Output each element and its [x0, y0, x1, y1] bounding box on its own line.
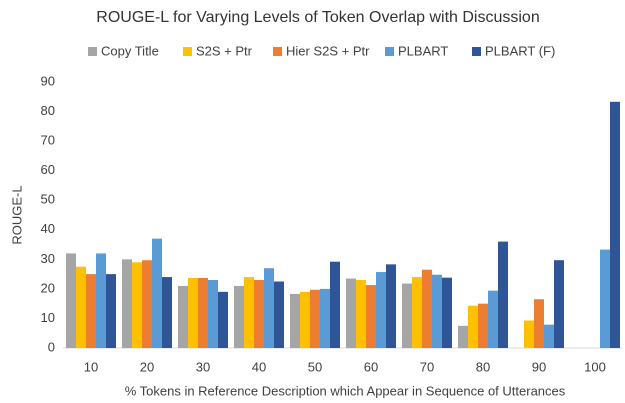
- legend-swatch: [385, 47, 394, 56]
- bar: [310, 289, 320, 348]
- bar: [386, 264, 396, 348]
- bar: [432, 274, 442, 348]
- bar: [346, 278, 356, 348]
- x-tick-label: 10: [84, 359, 98, 374]
- bar: [86, 274, 96, 348]
- bar: [152, 238, 162, 348]
- bar: [234, 285, 244, 348]
- bar: [468, 305, 478, 348]
- bar: [478, 303, 488, 348]
- x-axis-label: % Tokens in Reference Description which …: [125, 383, 566, 398]
- x-tick-label: 70: [420, 359, 434, 374]
- legend-label: S2S + Ptr: [196, 43, 253, 58]
- y-axis-label: ROUGE-L: [9, 185, 24, 244]
- bar: [320, 288, 330, 348]
- y-tick-label: 60: [41, 162, 55, 177]
- chart-title: ROUGE-L for Varying Levels of Token Over…: [96, 9, 539, 26]
- legend-label: Hier S2S + Ptr: [286, 43, 370, 58]
- bar: [106, 274, 116, 348]
- bar: [356, 280, 366, 348]
- bar: [600, 249, 610, 348]
- y-tick-label: 40: [41, 221, 55, 236]
- bar: [76, 266, 86, 348]
- legend-swatch: [273, 47, 282, 56]
- bar: [264, 268, 274, 348]
- bar: [524, 320, 534, 348]
- y-tick-label: 80: [41, 103, 55, 118]
- bar: [458, 325, 468, 348]
- bar: [610, 101, 620, 349]
- bar: [96, 253, 106, 348]
- bar: [142, 260, 152, 348]
- bar: [122, 259, 132, 348]
- bar: [254, 280, 264, 348]
- legend-swatch: [88, 47, 97, 56]
- x-tick-label: 60: [364, 359, 378, 374]
- bar: [544, 324, 554, 348]
- bar: [366, 285, 376, 348]
- bar: [218, 291, 228, 348]
- bar: [244, 277, 254, 348]
- bar: [402, 283, 412, 348]
- x-tick-label: 80: [476, 359, 490, 374]
- x-tick-label: 50: [308, 359, 322, 374]
- y-tick-label: 20: [41, 280, 55, 295]
- bar: [162, 277, 172, 348]
- y-tick-label: 30: [41, 251, 55, 266]
- bar: [412, 277, 422, 348]
- bar: [300, 291, 310, 348]
- bar: [498, 241, 508, 348]
- x-tick-label: 100: [584, 359, 606, 374]
- legend-label: PLBART: [398, 43, 448, 58]
- legend-label: PLBART (F): [485, 43, 555, 58]
- bar: [488, 290, 498, 348]
- x-tick-label: 90: [532, 359, 546, 374]
- bar: [534, 299, 544, 348]
- legend-label: Copy Title: [101, 43, 159, 58]
- bar: [422, 269, 432, 348]
- y-tick-label: 10: [41, 310, 55, 325]
- x-tick-label: 40: [252, 359, 266, 374]
- bar: [554, 260, 564, 348]
- bar: [198, 277, 208, 348]
- bar: [188, 277, 198, 348]
- legend-swatch: [472, 47, 481, 56]
- bar: [274, 281, 284, 348]
- bar: [330, 261, 340, 348]
- y-tick-label: 70: [41, 133, 55, 148]
- legend-swatch: [183, 47, 192, 56]
- x-tick-label: 20: [140, 359, 154, 374]
- bar: [290, 293, 300, 348]
- bar: [132, 262, 142, 348]
- y-tick-label: 50: [41, 192, 55, 207]
- bar: [442, 277, 452, 348]
- y-tick-label: 90: [41, 73, 55, 88]
- x-tick-label: 30: [196, 359, 210, 374]
- y-tick-label: 0: [48, 339, 55, 354]
- bar: [208, 280, 218, 348]
- bar: [376, 272, 386, 348]
- bar: [66, 253, 76, 348]
- bar: [178, 285, 188, 348]
